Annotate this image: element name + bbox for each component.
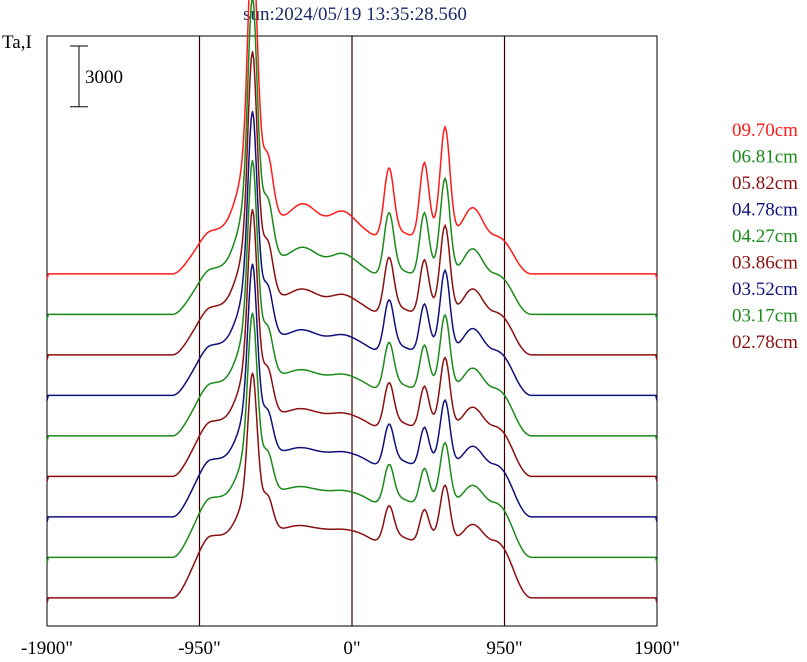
series-layer — [46, 0, 658, 604]
legend: 09.70cm 06.81cm 05.82cm 04.78cm 04.27cm 03.86… — [732, 120, 798, 353]
legend-item-05.82cm: 05.82cm — [732, 173, 798, 194]
series-line-04.78cm — [46, 111, 658, 401]
scale-bar: 3000 — [70, 45, 123, 108]
series-line-03.86cm — [46, 209, 658, 482]
x-tick-label-1: -950" — [178, 638, 221, 659]
legend-item-09.70cm: 09.70cm — [732, 120, 798, 141]
series-line-02.78cm — [46, 372, 658, 604]
x-tick-label-2: 0" — [343, 638, 360, 659]
series-line-03.52cm — [46, 263, 658, 523]
series-line-05.82cm — [46, 51, 658, 361]
legend-item-02.78cm: 02.78cm — [732, 332, 798, 353]
legend-item-04.78cm: 04.78cm — [732, 200, 798, 221]
x-tick-label-0: -1900" — [21, 638, 73, 659]
x-tick-label-3: 950" — [486, 638, 522, 659]
x-tick-labels: -1900" -950" 0" 950" 1900" — [21, 638, 680, 659]
legend-item-03.86cm: 03.86cm — [732, 253, 798, 274]
series-line-06.81cm — [46, 0, 658, 320]
reference-lines — [198, 36, 506, 626]
y-axis-label: Ta,I — [2, 32, 32, 53]
series-line-03.17cm — [46, 312, 658, 563]
series-line-04.27cm — [46, 160, 658, 442]
legend-item-03.52cm: 03.52cm — [732, 279, 798, 300]
x-tick-label-4: 1900" — [634, 638, 680, 659]
legend-item-06.81cm: 06.81cm — [732, 147, 798, 168]
legend-item-04.27cm: 04.27cm — [732, 226, 798, 247]
legend-item-03.17cm: 03.17cm — [732, 306, 798, 327]
series-line-09.70cm — [46, 0, 658, 280]
chart-title: sun:2024/05/19 13:35:28.560 — [243, 4, 467, 25]
scale-bar-label: 3000 — [85, 67, 123, 88]
